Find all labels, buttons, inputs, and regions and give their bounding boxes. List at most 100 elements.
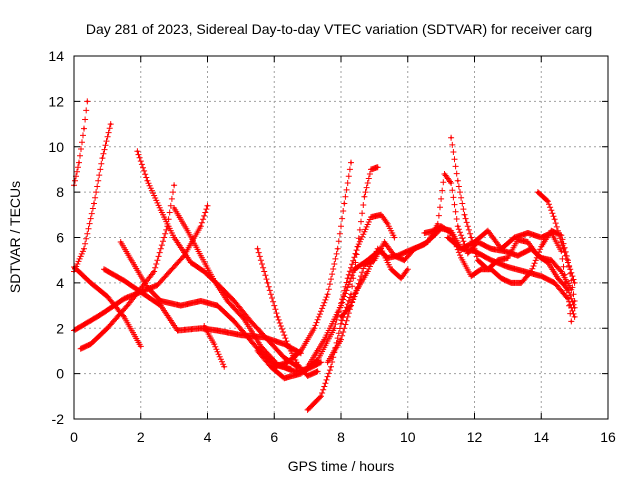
data-point <box>186 229 189 232</box>
data-point <box>259 345 263 348</box>
data-point <box>456 224 460 228</box>
data-point <box>176 329 179 332</box>
data-point <box>199 224 203 228</box>
data-point <box>119 240 122 244</box>
data-point <box>206 204 209 207</box>
y-tick-labels: -2 0 2 4 6 8 10 12 14 <box>48 48 64 427</box>
data-point <box>386 222 389 226</box>
x-tick-label: 6 <box>270 429 278 445</box>
data-point <box>293 370 296 373</box>
data-point <box>106 295 109 298</box>
data-point <box>152 270 156 273</box>
data-point <box>573 306 576 310</box>
y-tick-label: 2 <box>56 320 64 336</box>
data-point <box>233 320 236 323</box>
series-arc-13 <box>271 159 354 370</box>
data-point <box>92 202 96 205</box>
data-point <box>199 254 203 257</box>
data-point <box>233 299 236 303</box>
data-point <box>326 361 329 364</box>
data-point <box>199 299 203 303</box>
series-arc-5 <box>71 264 144 350</box>
data-point <box>459 256 463 260</box>
data-point <box>256 349 259 353</box>
data-point <box>540 236 543 239</box>
data-point <box>399 277 403 280</box>
data-point <box>313 327 316 330</box>
series-arc-10 <box>201 323 228 370</box>
data-point <box>286 361 289 364</box>
series-arc-21 <box>534 189 578 286</box>
x-tick-label: 14 <box>533 429 549 445</box>
data-point <box>172 236 176 239</box>
y-tick-label: 12 <box>48 93 64 109</box>
data-point <box>496 258 500 262</box>
x-tick-label: 16 <box>600 429 616 445</box>
data-point <box>566 261 570 264</box>
data-point <box>443 172 446 176</box>
x-tick-label: 4 <box>204 429 212 445</box>
data-point <box>323 338 326 341</box>
y-tick-label: 8 <box>56 184 64 200</box>
data-point <box>326 293 329 296</box>
data-point <box>349 161 353 164</box>
data-point <box>560 270 563 273</box>
data-point <box>136 150 139 153</box>
data-point <box>516 254 520 257</box>
data-point <box>540 274 543 278</box>
data-point <box>273 365 276 369</box>
data-point <box>446 236 449 239</box>
data-point <box>439 224 443 228</box>
data-point <box>146 286 149 289</box>
data-point <box>479 268 483 271</box>
x-tick-label: 0 <box>70 429 78 445</box>
data-point <box>363 195 366 198</box>
data-point <box>306 408 309 412</box>
data-point <box>413 247 416 251</box>
data-point <box>122 315 126 319</box>
data-point <box>573 315 576 319</box>
data-point <box>172 184 176 187</box>
y-tick-label: 0 <box>56 366 64 382</box>
data-point <box>520 281 523 285</box>
data-point <box>239 333 243 337</box>
data-point <box>283 356 286 359</box>
data-point <box>202 270 206 273</box>
data-point <box>212 279 216 282</box>
x-tick-label: 12 <box>467 429 483 445</box>
data-point <box>570 288 573 291</box>
series-arc-8 <box>134 148 301 370</box>
data-point <box>500 277 503 280</box>
data-point <box>266 281 269 285</box>
plot-frame <box>73 55 609 420</box>
data-point <box>369 168 373 171</box>
data-point <box>216 329 219 332</box>
data-point <box>356 286 359 289</box>
data-point <box>570 320 573 323</box>
data-point <box>339 322 343 325</box>
y-tick-label: 4 <box>56 275 64 291</box>
data-point <box>132 263 136 266</box>
data-point <box>82 247 86 251</box>
data-point <box>489 258 493 262</box>
data-point <box>159 299 162 303</box>
data-point <box>376 165 379 169</box>
data-point <box>369 215 373 219</box>
data-point <box>346 277 349 280</box>
data-point <box>553 281 556 285</box>
data-point <box>86 100 89 103</box>
data-point <box>276 315 279 319</box>
data-point <box>363 263 366 266</box>
data-point <box>476 258 480 262</box>
data-point <box>339 338 343 341</box>
data-point <box>489 247 493 251</box>
data-point <box>463 213 466 217</box>
data-point <box>523 270 526 273</box>
series-arc-19 <box>448 134 578 311</box>
data-point <box>540 245 543 248</box>
data-point <box>216 304 219 307</box>
data-point <box>329 365 333 369</box>
data-point <box>296 363 299 366</box>
data-point <box>550 231 553 235</box>
